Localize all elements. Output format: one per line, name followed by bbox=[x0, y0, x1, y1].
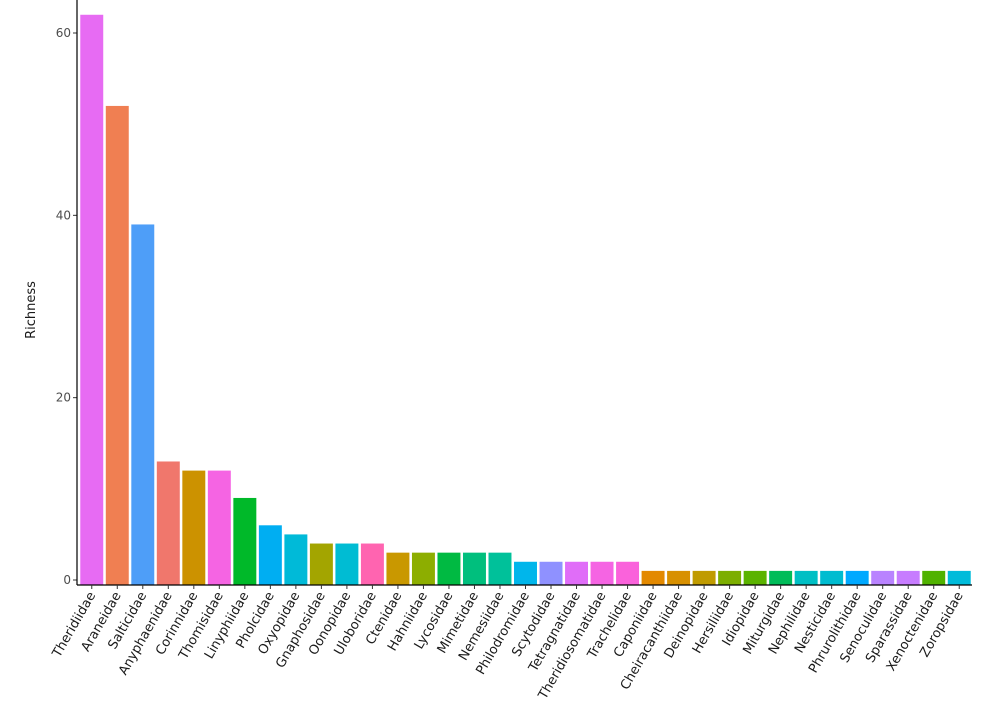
bar-uloboridae bbox=[360, 543, 384, 585]
bar-theridiosomatidae bbox=[590, 561, 614, 585]
bar-oonopidae bbox=[335, 543, 359, 585]
bar-anyphaenidae bbox=[156, 461, 180, 585]
bars bbox=[80, 14, 971, 586]
bar-theridiidae bbox=[80, 14, 104, 586]
bar-linyphiidae bbox=[233, 497, 257, 585]
bar-trachelidae bbox=[616, 561, 640, 585]
bar-tetragnatidae bbox=[565, 561, 589, 585]
bar-lycosidae bbox=[437, 552, 461, 585]
bar-hersiliidae bbox=[718, 570, 742, 585]
bar-salticidae bbox=[131, 224, 155, 585]
bar-ctenidae bbox=[386, 552, 410, 585]
bar-nephilidae bbox=[794, 570, 818, 585]
y-axis-title: Richness bbox=[24, 281, 39, 339]
bar-miturgidae bbox=[769, 570, 793, 585]
bar-scytodidae bbox=[539, 561, 563, 585]
bar-thomisidae bbox=[207, 470, 231, 585]
bar-deinopidae bbox=[692, 570, 716, 585]
bar-nesticidae bbox=[820, 570, 844, 585]
bar-corinnidae bbox=[182, 470, 206, 585]
bar-araneidae bbox=[105, 105, 129, 585]
bar-zoropsidae bbox=[947, 570, 971, 585]
bar-phrurolithidae bbox=[845, 570, 869, 585]
y-tick-label: 60 bbox=[56, 26, 71, 40]
bar-mimetidae bbox=[462, 552, 486, 585]
bar-caponiidae bbox=[641, 570, 665, 585]
bar-gnaphosidae bbox=[309, 543, 333, 585]
bar-idiopidae bbox=[743, 570, 767, 585]
bar-sparassidae bbox=[896, 570, 920, 585]
bar-hahniidae bbox=[411, 552, 435, 585]
y-axis-ticks: 0 20 40 60 bbox=[56, 26, 77, 587]
y-tick-label: 0 bbox=[63, 573, 71, 587]
bar-pholcidae bbox=[258, 525, 282, 585]
bar-xenoctenidae bbox=[922, 570, 946, 585]
bar-cheiracanthiidae bbox=[667, 570, 691, 585]
y-tick-label: 20 bbox=[56, 391, 71, 405]
bar-senoculidae bbox=[871, 570, 895, 585]
bar-nemesiidae bbox=[488, 552, 512, 585]
bar-philodromidae bbox=[514, 561, 537, 585]
y-tick-label: 40 bbox=[56, 208, 71, 222]
x-axis-ticks bbox=[91, 585, 960, 589]
bar-oxyopidae bbox=[284, 534, 308, 585]
x-axis-labels: TheridiidaeAraneidaeSalticidaeAnyphaenid… bbox=[49, 589, 966, 702]
